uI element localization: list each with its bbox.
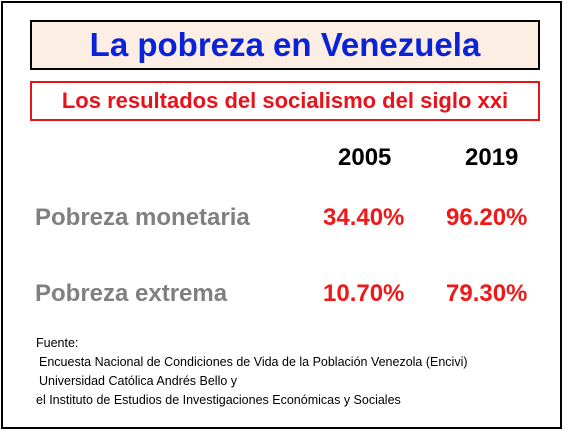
value-pobreza-extrema-year-1: 10.70% <box>323 280 405 307</box>
value-pobreza-extrema-year-2: 79.30% <box>446 280 528 307</box>
column-header-year-2: 2019 <box>465 144 519 171</box>
value-pobreza-monetaria-year-1: 34.40% <box>323 204 405 231</box>
source-line: Universidad Católica Andrés Bello y <box>39 374 238 388</box>
subtitle-banner: Los resultados del socialismo del siglo … <box>30 81 540 121</box>
page-subtitle: Los resultados del socialismo del siglo … <box>61 88 509 113</box>
source-heading: Fuente: <box>36 336 79 350</box>
source-note: Fuente: Encuesta Nacional de Condiciones… <box>36 334 468 410</box>
title-banner: La pobreza en Venezuela <box>30 20 540 70</box>
row-label-pobreza-monetaria: Pobreza monetaria <box>35 204 250 231</box>
page-title: La pobreza en Venezuela <box>89 26 481 63</box>
column-header-year-1: 2005 <box>338 144 392 171</box>
source-line: el Instituto de Estudios de Investigacio… <box>36 393 401 407</box>
source-line: Encuesta Nacional de Condiciones de Vida… <box>39 355 468 369</box>
value-pobreza-monetaria-year-2: 96.20% <box>446 204 528 231</box>
infographic-card: La pobreza en Venezuela Los resultados d… <box>1 1 562 429</box>
row-label-pobreza-extrema: Pobreza extrema <box>35 280 228 307</box>
